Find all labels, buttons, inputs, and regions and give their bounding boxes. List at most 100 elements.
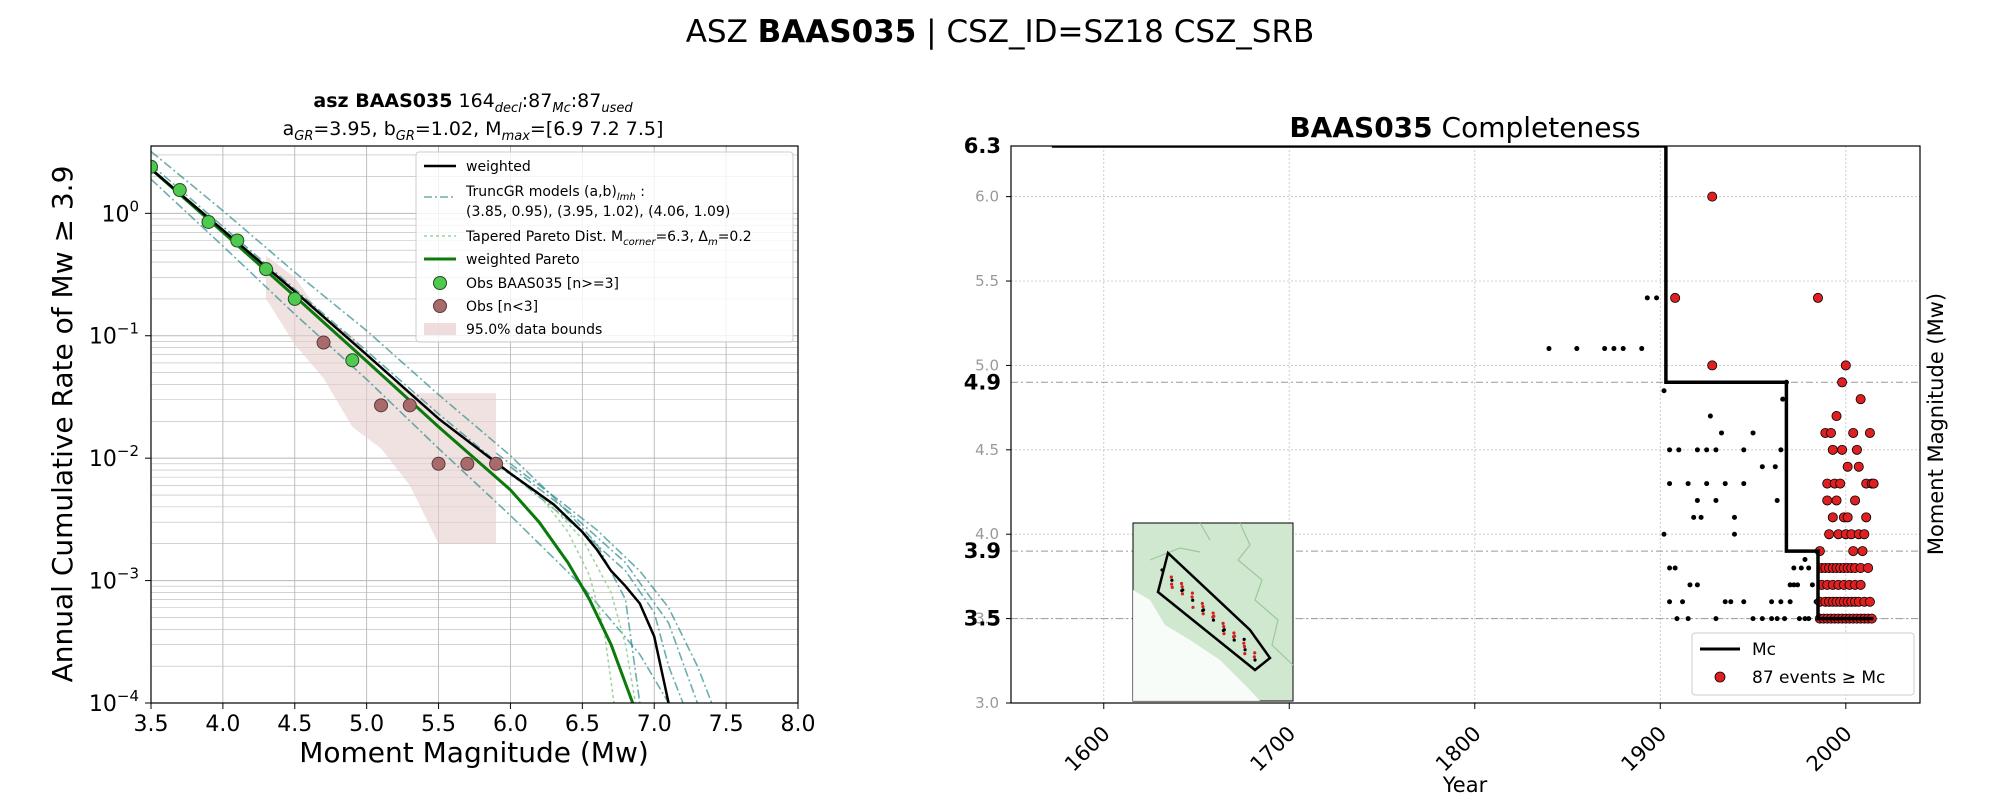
event-below-mc <box>1685 616 1691 622</box>
event-below-mc <box>1661 388 1667 394</box>
mfd-b-label: b <box>384 118 396 140</box>
event-above-mc <box>1861 512 1872 523</box>
mfd-y-tick-exponent: −1 <box>117 320 139 338</box>
mfd-x-axis-label: Moment Magnitude (Mw) <box>299 736 649 769</box>
event-below-mc <box>1802 616 1808 622</box>
completeness-x-tick-label: 1700 <box>1245 721 1300 776</box>
event-below-mc <box>1644 295 1650 301</box>
inset-epicenter-dot <box>1211 611 1215 615</box>
legend-tapered-tail: =6.3, Δ <box>655 229 708 245</box>
event-above-mc <box>1670 292 1681 303</box>
event-below-mc <box>1694 582 1700 588</box>
legend-marker-obs-few <box>433 299 447 313</box>
completeness-y-axis-label: Moment Magnitude (Mw) <box>1924 293 1948 555</box>
event-above-mc <box>1851 444 1862 455</box>
completeness-events <box>1546 191 1879 624</box>
legend-label-obs-main: Obs BAAS035 [n>=3] <box>466 276 619 292</box>
event-above-mc <box>1842 512 1853 523</box>
event-above-mc <box>1837 377 1848 388</box>
weighted-curve <box>151 168 670 703</box>
inset-epicenter-dot <box>1252 655 1256 659</box>
event-below-mc <box>1787 599 1793 605</box>
inset-epicenter-dot <box>1212 614 1216 618</box>
event-below-mc <box>1806 565 1812 571</box>
figure-suptitle: ASZ BAAS035 | CSZ_ID=SZ18 CSZ_SRB <box>686 14 1315 50</box>
event-above-mc <box>1835 478 1846 489</box>
mfd-x-tick-label: 4.5 <box>277 712 312 737</box>
tapered-pareto-curve <box>495 463 637 703</box>
completeness-x-tick-label: 1900 <box>1616 721 1671 776</box>
inset-epicenter-dot <box>1180 592 1185 596</box>
event-below-mc <box>1791 565 1797 571</box>
event-above-mc <box>1864 596 1875 607</box>
event-below-mc <box>1731 531 1737 537</box>
completeness-x-tick-label: 2000 <box>1802 721 1857 776</box>
event-below-mc <box>1713 497 1719 503</box>
event-below-mc <box>1704 447 1710 453</box>
event-below-mc <box>1639 346 1645 352</box>
event-below-mc <box>1795 582 1801 588</box>
mfd-a-label: a <box>283 118 295 140</box>
event-below-mc <box>1661 531 1667 537</box>
mfd-y-tick-base: 10 <box>89 570 117 595</box>
inset-epicenter-dot <box>1232 631 1236 635</box>
event-above-mc <box>1831 495 1842 506</box>
legend-label-weighted: weighted <box>466 159 531 175</box>
event-above-mc <box>1848 427 1859 438</box>
legend-label-tapered: Tapered Pareto Dist. Mcorner=6.3, Δm=0.2 <box>465 229 752 248</box>
mfd-model-curves <box>151 150 713 703</box>
inset-epicenter-dot <box>1222 632 1226 636</box>
suptitle-bold: BAAS035 <box>758 14 917 50</box>
mfd-x-tick-label: 7.0 <box>637 712 672 737</box>
legend-label-obs-few: Obs [n<3] <box>466 299 538 315</box>
event-below-mc <box>1704 481 1710 487</box>
mfd-title-sub-decl: decl <box>495 101 522 116</box>
mc-step-line <box>1051 146 1874 621</box>
event-below-mc <box>1546 346 1552 352</box>
event-below-mc <box>1778 599 1784 605</box>
event-above-mc <box>1831 411 1842 422</box>
inset-epicenter-dot <box>1242 644 1247 649</box>
inset-epicenter-dot <box>1243 651 1247 656</box>
event-below-mc <box>1602 346 1608 352</box>
mfd-chart: asz BAAS035 164decl:87Mc:87used aGR=3.95… <box>46 90 816 769</box>
event-below-mc <box>1694 447 1700 453</box>
mfd-x-tick-label: 5.5 <box>421 712 456 737</box>
weighted-pareto-curve <box>151 167 635 703</box>
inset-epicenter-dot <box>1232 638 1236 642</box>
event-above-mc <box>1825 427 1836 438</box>
completeness-x-tick-label: 1800 <box>1431 721 1486 776</box>
completeness-y-tick-label: 4.0 <box>975 525 999 543</box>
event-below-mc <box>1674 616 1680 622</box>
completeness-mc-tick-label: 4.9 <box>964 370 1001 394</box>
event-above-mc <box>1853 461 1864 472</box>
mfd-title-sub-used: used <box>601 101 633 116</box>
mfd-plot-frame <box>150 145 799 704</box>
event-below-mc <box>1722 481 1728 487</box>
event-below-mc <box>1774 497 1780 503</box>
obs-main-point <box>287 291 302 306</box>
inset-epicenter-dot <box>1170 585 1174 590</box>
obs-few-point <box>460 456 475 471</box>
inset-epicenter-dot <box>1190 591 1194 595</box>
mfd-title-line2: aGR=3.95, bGR=1.02, Mmax=[6.9 7.2 7.5] <box>283 118 664 144</box>
inset-epicenter-dot <box>1180 585 1184 589</box>
inset-epicenter-dot <box>1232 634 1237 638</box>
event-below-mc <box>1787 582 1793 588</box>
event-below-mc <box>1791 582 1797 588</box>
mfd-title-used-count: :87 <box>571 90 602 112</box>
event-below-mc <box>1691 514 1697 520</box>
event-above-mc <box>1863 562 1874 573</box>
event-below-mc <box>1759 464 1765 470</box>
inset-map-epicenters <box>1160 568 1257 662</box>
mfd-x-tick-label: 6.5 <box>565 712 600 737</box>
inset-epicenter-dot <box>1181 588 1185 592</box>
event-above-mc <box>1857 546 1868 557</box>
inset-epicenter-dot <box>1191 605 1195 609</box>
legend-truncgr-text: TruncGR models (a,b) <box>465 184 617 200</box>
completeness-y-tick-label: 5.0 <box>975 356 999 374</box>
event-below-mc <box>1796 616 1802 622</box>
event-above-mc <box>1827 512 1838 523</box>
inset-epicenter-dot <box>1222 624 1226 629</box>
mfd-x-tick-label: 7.5 <box>709 712 744 737</box>
